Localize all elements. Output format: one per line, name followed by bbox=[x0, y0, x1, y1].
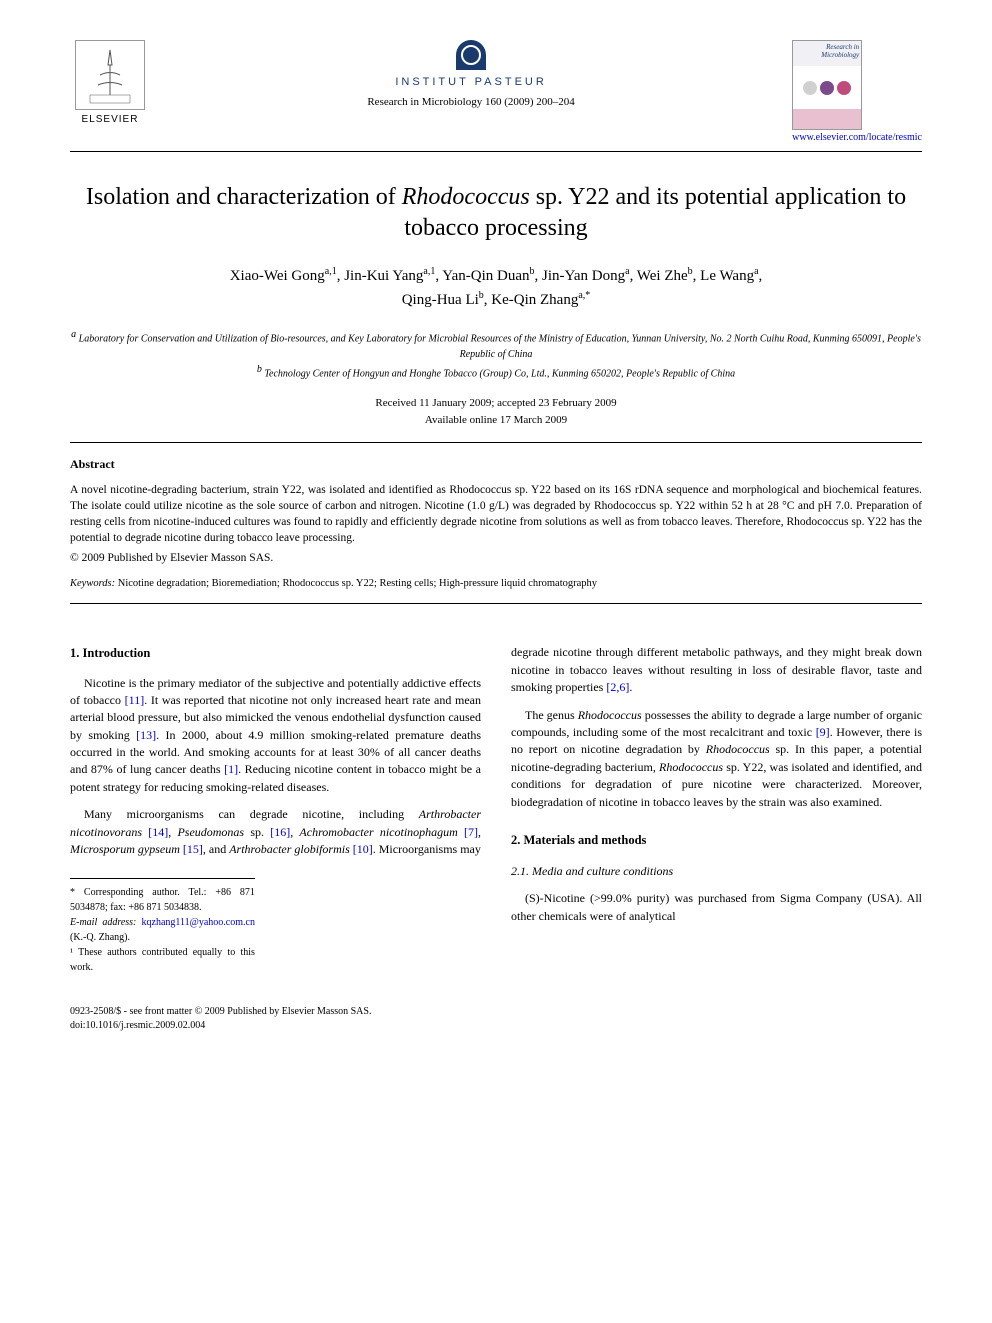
elsevier-logo: ELSEVIER bbox=[70, 40, 150, 130]
abstract-heading: Abstract bbox=[70, 457, 922, 472]
citation-link[interactable]: [10] bbox=[353, 842, 373, 856]
elsevier-tree-icon bbox=[75, 40, 145, 110]
paragraph: Nicotine is the primary mediator of the … bbox=[70, 675, 481, 797]
paragraph: degrade nicotine through different metab… bbox=[511, 644, 922, 696]
divider bbox=[70, 442, 922, 443]
cover-circle-icon bbox=[803, 81, 817, 95]
article-dates: Received 11 January 2009; accepted 23 Fe… bbox=[70, 395, 922, 428]
article-title: Isolation and characterization of Rhodoc… bbox=[70, 182, 922, 244]
subsection-heading: 2.1. Media and culture conditions bbox=[511, 863, 922, 880]
elsevier-label: ELSEVIER bbox=[82, 114, 139, 125]
divider bbox=[70, 603, 922, 604]
email-link[interactable]: kqzhang111@yahoo.com.cn bbox=[142, 917, 255, 928]
author: Wei Zheb bbox=[637, 268, 693, 284]
paragraph: The genus Rhodococcus possesses the abil… bbox=[511, 707, 922, 811]
journal-cover-block: Research in Microbiology www.elsevier.co… bbox=[792, 40, 922, 143]
citation-link[interactable]: [15] bbox=[183, 842, 203, 856]
front-matter-note: 0923-2508/$ - see front matter © 2009 Pu… bbox=[70, 1005, 922, 1019]
corresponding-author-note: * Corresponding author. Tel.: +86 871 50… bbox=[70, 885, 255, 915]
paragraph: Many microorganisms can degrade nicotine… bbox=[70, 806, 481, 858]
author: Le Wanga bbox=[700, 268, 758, 284]
keywords: Keywords: Nicotine degradation; Bioremed… bbox=[70, 578, 922, 589]
cover-title: Research in Microbiology bbox=[793, 41, 861, 66]
journal-header: ELSEVIER INSTITUT PASTEUR Research in Mi… bbox=[70, 40, 922, 143]
footnotes: * Corresponding author. Tel.: +86 871 50… bbox=[70, 878, 255, 975]
equal-contribution-note: ¹ These authors contributed equally to t… bbox=[70, 945, 255, 975]
author-list: Xiao-Wei Gonga,1, Jin-Kui Yanga,1, Yan-Q… bbox=[70, 264, 922, 311]
affiliations: a Laboratory for Conservation and Utiliz… bbox=[70, 327, 922, 381]
citation-link[interactable]: [2,6] bbox=[606, 680, 629, 694]
author: Jin-Kui Yanga,1 bbox=[344, 268, 435, 284]
abstract-copyright: © 2009 Published by Elsevier Masson SAS. bbox=[70, 552, 922, 564]
citation-link[interactable]: [16] bbox=[270, 825, 290, 839]
citation-link[interactable]: [14] bbox=[148, 825, 168, 839]
citation-link[interactable]: [11] bbox=[125, 693, 145, 707]
pasteur-block: INSTITUT PASTEUR Research in Microbiolog… bbox=[150, 40, 792, 128]
author: Jin-Yan Donga bbox=[542, 268, 630, 284]
divider bbox=[70, 151, 922, 152]
author: Ke-Qin Zhanga,* bbox=[491, 292, 590, 308]
journal-cover-thumbnail: Research in Microbiology bbox=[792, 40, 862, 130]
email-note: E-mail address: kqzhang111@yahoo.com.cn … bbox=[70, 915, 255, 945]
page-footer: 0923-2508/$ - see front matter © 2009 Pu… bbox=[70, 1005, 922, 1033]
section-heading: 1. Introduction bbox=[70, 644, 481, 662]
citation-link[interactable]: [13] bbox=[136, 728, 156, 742]
author: Qing-Hua Lib bbox=[402, 292, 484, 308]
section-heading: 2. Materials and methods bbox=[511, 831, 922, 849]
author: Xiao-Wei Gonga,1 bbox=[230, 268, 337, 284]
paragraph: (S)-Nicotine (>99.0% purity) was purchas… bbox=[511, 890, 922, 925]
pasteur-logo-icon bbox=[456, 40, 486, 70]
abstract-text: A novel nicotine-degrading bacterium, st… bbox=[70, 482, 922, 546]
citation-link[interactable]: [1] bbox=[224, 762, 238, 776]
journal-homepage-link[interactable]: www.elsevier.com/locate/resmic bbox=[792, 132, 922, 143]
author: Yan-Qin Duanb bbox=[442, 268, 534, 284]
doi: doi:10.1016/j.resmic.2009.02.004 bbox=[70, 1019, 922, 1033]
journal-reference: Research in Microbiology 160 (2009) 200–… bbox=[150, 96, 792, 108]
body-columns: 1. Introduction Nicotine is the primary … bbox=[70, 644, 922, 975]
citation-link[interactable]: [9] bbox=[816, 725, 830, 739]
right-column: degrade nicotine through different metab… bbox=[511, 644, 922, 975]
left-column: 1. Introduction Nicotine is the primary … bbox=[70, 644, 481, 975]
pasteur-label: INSTITUT PASTEUR bbox=[150, 76, 792, 88]
cover-circle-icon bbox=[820, 81, 834, 95]
cover-circle-icon bbox=[837, 81, 851, 95]
citation-link[interactable]: [7] bbox=[464, 825, 478, 839]
